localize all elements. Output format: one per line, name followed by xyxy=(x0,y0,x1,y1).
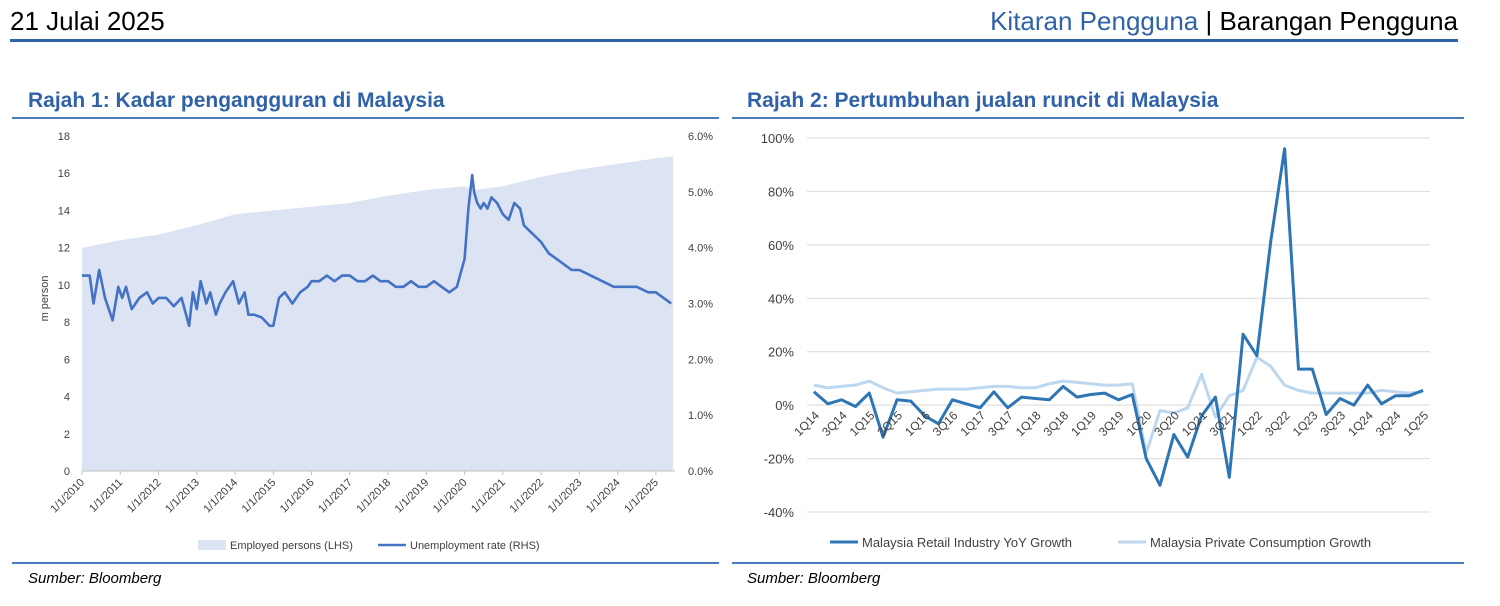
left-axis-tick-label: 6 xyxy=(64,354,70,366)
private-consumption-line xyxy=(813,355,1424,455)
x-axis-tick-label: 1Q19 xyxy=(1068,408,1099,439)
x-axis-tick-label: 1/1/2018 xyxy=(354,477,393,516)
x-axis-tick-label: 1/1/2015 xyxy=(240,477,279,516)
left-axis-tick-label: 0 xyxy=(64,466,70,478)
left-axis-tick-label: 2 xyxy=(64,429,70,441)
unemployment-rate-line xyxy=(82,173,672,328)
header-rule xyxy=(10,39,1458,42)
x-axis-tick-label: 1Q20 xyxy=(1124,408,1155,439)
left-axis-tick-label: 16 xyxy=(58,168,70,180)
x-axis-tick-label: 1/1/2016 xyxy=(278,477,317,516)
figure2-top-rule xyxy=(732,117,1464,119)
retail-growth-line xyxy=(812,147,1424,487)
x-axis-tick-label: 3Q15 xyxy=(874,408,905,439)
x-axis-tick-label: 1Q23 xyxy=(1290,408,1321,439)
right-axis-tick-label: 3.0% xyxy=(688,299,713,311)
right-axis-tick-label: 2.0% xyxy=(688,354,713,366)
right-axis-tick-label: 6.0% xyxy=(688,131,713,143)
x-axis-tick-label: 3Q18 xyxy=(1041,408,1072,439)
y-axis-tick-label: 60% xyxy=(768,238,794,253)
x-axis-tick-label: 1Q16 xyxy=(902,408,933,439)
right-axis-tick-label: 4.0% xyxy=(688,243,713,255)
figure1-bottom-rule xyxy=(12,562,719,564)
x-axis-tick-label: 1/1/2020 xyxy=(431,477,470,516)
left-axis-title: m person xyxy=(39,276,51,322)
y-axis-tick-label: 40% xyxy=(768,291,794,306)
figure1-chart: 0 2 4 6 8 10 12 14 16 18 0.0% 1.0% 2.0% 3.0% 4.0% 5.0% 6… xyxy=(39,131,713,552)
x-axis-tick-label: 3Q16 xyxy=(930,408,961,439)
x-axis-tick-label: 1/1/2023 xyxy=(546,477,585,516)
x-axis-tick-label: 1/1/2017 xyxy=(316,477,355,516)
x-axis-tick-label: 1/1/2014 xyxy=(201,477,240,516)
left-axis-tick-label: 18 xyxy=(58,131,70,143)
y-axis-tick-label: 0% xyxy=(775,398,794,413)
left-axis-tick-label: 8 xyxy=(64,317,70,329)
x-axis-tick-label: 1/1/2011 xyxy=(87,477,125,515)
x-axis-tick-label: 3Q17 xyxy=(985,408,1016,439)
x-axis-tick-label: 1Q14 xyxy=(791,408,822,439)
x-axis-tick-label: 1/1/2013 xyxy=(163,477,202,516)
left-axis-tick-label: 14 xyxy=(58,205,70,217)
x-axis-tick-label: 1Q24 xyxy=(1345,408,1376,439)
left-axis-tick-label: 12 xyxy=(58,243,70,255)
report-date: 21 Julai 2025 xyxy=(10,6,165,36)
x-axis-tick-label: 1Q18 xyxy=(1013,408,1044,439)
figure1-top-rule xyxy=(12,117,719,119)
x-axis-tick-label: 1/1/2021 xyxy=(469,477,508,516)
legend-label-employed: Employed persons (LHS) xyxy=(230,540,353,552)
employed-persons-area xyxy=(82,156,674,471)
figure2-source: Sumber: Bloomberg xyxy=(747,570,881,587)
x-axis-tick-label: 1/1/2019 xyxy=(393,477,432,516)
section-name: Kitaran Pengguna xyxy=(990,6,1199,36)
figure2-title: Rajah 2: Pertumbuhan jualan runcit di Ma… xyxy=(747,89,1219,112)
x-axis-tick-label: 3Q14 xyxy=(819,408,850,439)
y-axis-tick-label: -40% xyxy=(764,505,795,520)
x-axis-tick-label: 1/1/2022 xyxy=(507,477,546,516)
legend-swatch-employed xyxy=(198,540,226,550)
x-axis-tick-label: 3Q19 xyxy=(1096,408,1127,439)
x-axis-tick-label: 3Q23 xyxy=(1317,408,1348,439)
x-axis-tick-label: 1/1/2012 xyxy=(125,477,164,516)
right-axis-tick-label: 5.0% xyxy=(688,187,713,199)
x-axis-tick-label: 3Q24 xyxy=(1373,408,1404,439)
y-axis-tick-label: 100% xyxy=(761,131,795,146)
left-axis-tick-label: 4 xyxy=(64,392,70,404)
figure1-title: Rajah 1: Kadar pengangguran di Malaysia xyxy=(28,89,445,112)
x-axis-tick-label: 3Q22 xyxy=(1262,408,1293,439)
subsection-name: Barangan Pengguna xyxy=(1219,6,1458,36)
y-axis-tick-label: -20% xyxy=(764,452,795,467)
right-axis-tick-label: 1.0% xyxy=(688,410,713,422)
x-axis-tick-label: 1/1/2010 xyxy=(48,477,87,516)
x-axis-tick-label: 1Q25 xyxy=(1401,408,1432,439)
legend-label-unemployment: Unemployment rate (RHS) xyxy=(410,540,540,552)
x-axis-tick-label: 1Q22 xyxy=(1234,408,1265,439)
report-section-header: Kitaran Pengguna | Barangan Pengguna xyxy=(990,6,1458,37)
figure2-chart: -40%-20%0%20%40%60%80%100%1Q143Q141Q153Q… xyxy=(761,131,1432,550)
figure2-bottom-rule xyxy=(732,562,1464,564)
x-axis-tick-label: 1Q15 xyxy=(847,408,878,439)
y-axis-tick-label: 20% xyxy=(768,345,794,360)
legend-label-retail: Malaysia Retail Industry YoY Growth xyxy=(862,535,1072,550)
x-axis-tick-label: 1/1/2024 xyxy=(584,477,623,516)
y-axis-tick-label: 80% xyxy=(768,184,794,199)
right-axis-tick-label: 0.0% xyxy=(688,466,713,478)
legend-label-consumption: Malaysia Private Consumption Growth xyxy=(1150,535,1371,550)
x-axis-tick-label: 1Q17 xyxy=(958,408,989,439)
section-separator: | xyxy=(1198,6,1220,36)
x-axis-tick-label: 1/1/2025 xyxy=(622,477,661,516)
left-axis-tick-label: 10 xyxy=(58,280,70,292)
figure1-source: Sumber: Bloomberg xyxy=(28,570,162,587)
